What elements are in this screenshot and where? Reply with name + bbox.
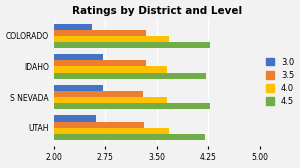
Bar: [53, 24, 92, 30]
Bar: [53, 30, 146, 36]
Bar: [53, 36, 169, 42]
Bar: [53, 103, 209, 109]
Bar: [53, 91, 143, 97]
Legend: 3.0, 3.5, 4.0, 4.5: 3.0, 3.5, 4.0, 4.5: [266, 57, 294, 106]
Bar: [53, 85, 103, 91]
Bar: [53, 97, 167, 103]
Bar: [53, 66, 167, 73]
Bar: [53, 115, 96, 122]
Title: Ratings by District and Level: Ratings by District and Level: [72, 6, 242, 16]
Bar: [53, 54, 103, 60]
Bar: [53, 73, 206, 79]
Bar: [53, 42, 210, 48]
Bar: [53, 122, 144, 128]
Bar: [53, 60, 146, 66]
Bar: [53, 128, 169, 134]
Bar: [53, 134, 205, 140]
